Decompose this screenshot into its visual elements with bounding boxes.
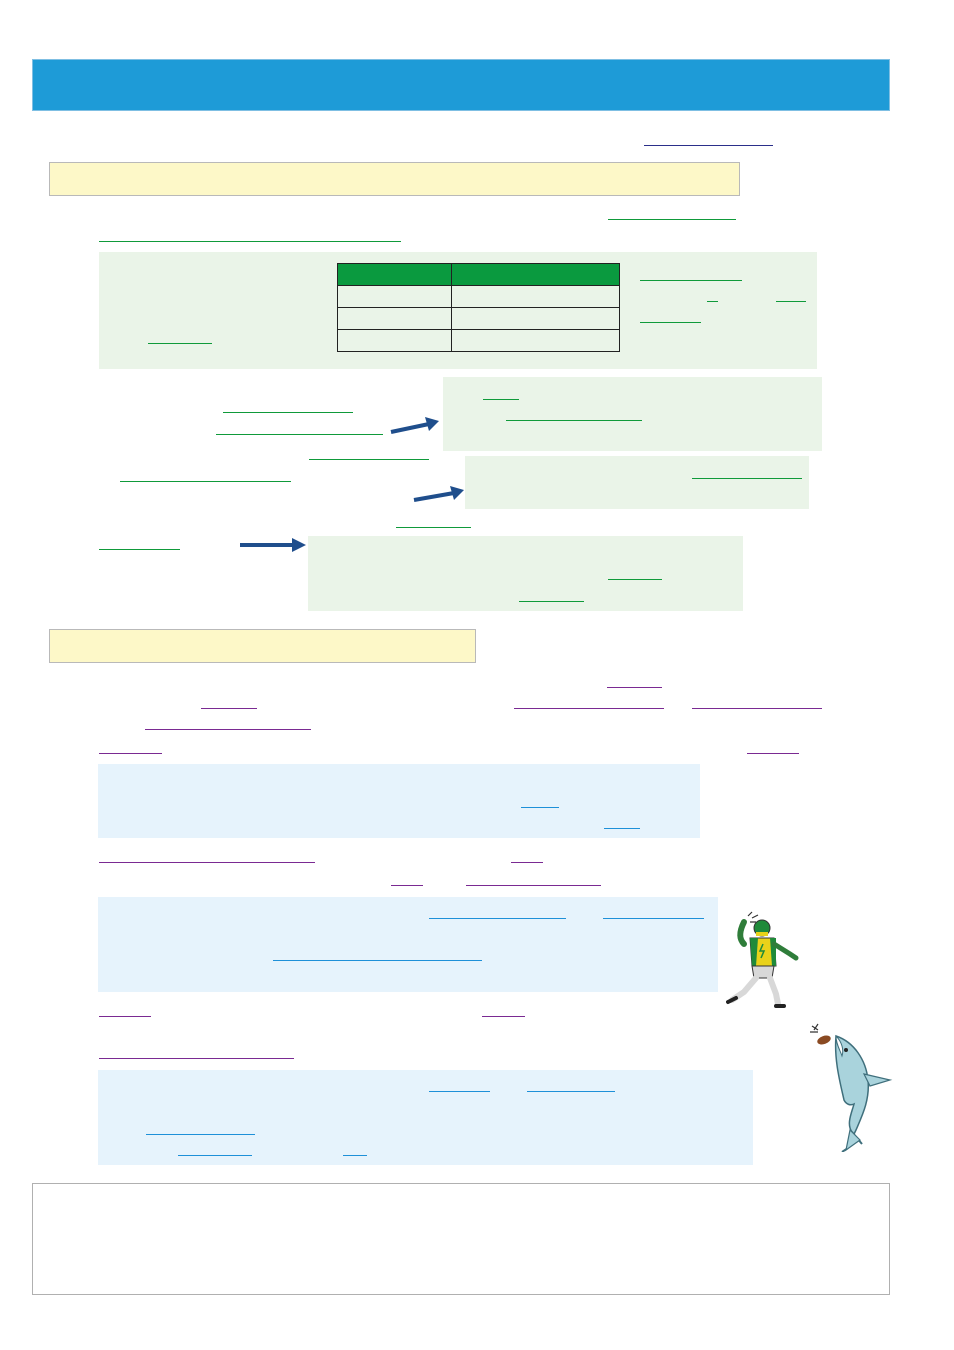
blank-line[interactable]	[692, 478, 802, 479]
blank-line[interactable]	[466, 885, 601, 886]
shark-icon	[810, 1023, 893, 1152]
arrow-right-icon	[240, 538, 306, 552]
blank-line[interactable]	[178, 1155, 252, 1156]
blank-line[interactable]	[99, 753, 162, 754]
header-bar	[32, 59, 890, 111]
blank-line[interactable]	[216, 434, 383, 435]
blank-line[interactable]	[309, 459, 429, 460]
football-player-icon	[726, 911, 799, 1008]
info-box-blue	[98, 897, 718, 992]
blank-line[interactable]	[640, 322, 701, 323]
blank-line[interactable]	[120, 481, 291, 482]
blank-line[interactable]	[482, 1016, 525, 1017]
blank-line[interactable]	[99, 862, 315, 863]
info-box-green	[465, 456, 809, 509]
blank-line[interactable]	[99, 1016, 151, 1017]
blank-line[interactable]	[99, 241, 401, 242]
blank-line[interactable]	[527, 1091, 615, 1092]
table-cell	[451, 329, 620, 352]
table-cell	[451, 307, 620, 330]
blank-line[interactable]	[519, 601, 584, 602]
table-header-cell	[337, 263, 452, 286]
blank-line[interactable]	[608, 579, 662, 580]
table-row	[337, 285, 620, 308]
intro-link[interactable]	[644, 145, 773, 146]
blank-line[interactable]	[148, 343, 212, 344]
blank-line[interactable]	[99, 549, 180, 550]
section-heading-2	[49, 629, 476, 663]
blank-line[interactable]	[506, 420, 642, 421]
blank-line[interactable]	[99, 1058, 294, 1059]
info-box-blue	[98, 764, 700, 838]
blank-line[interactable]	[776, 301, 806, 302]
blank-line[interactable]	[608, 219, 736, 220]
table-header-cell	[451, 263, 620, 286]
arrow-right-icon	[413, 486, 464, 502]
info-box-blue	[98, 1070, 753, 1165]
blank-line[interactable]	[603, 918, 704, 919]
blank-line[interactable]	[145, 729, 311, 730]
info-box-green	[308, 536, 743, 611]
table-cell	[337, 329, 452, 352]
blank-line[interactable]	[521, 807, 559, 808]
blank-line[interactable]	[429, 1091, 490, 1092]
blank-line[interactable]	[747, 753, 799, 754]
table-row	[337, 307, 620, 330]
blank-line[interactable]	[514, 708, 664, 709]
blank-line[interactable]	[640, 280, 742, 281]
blank-line[interactable]	[604, 828, 640, 829]
blank-line[interactable]	[483, 399, 519, 400]
info-box-green	[443, 377, 822, 451]
table-row	[337, 329, 620, 352]
blank-line[interactable]	[429, 918, 566, 919]
arrow-right-icon	[390, 417, 439, 434]
blank-line[interactable]	[223, 412, 353, 413]
blank-line[interactable]	[273, 960, 482, 961]
blank-line[interactable]	[607, 687, 662, 688]
blank-line[interactable]	[343, 1155, 367, 1156]
footer-box	[32, 1183, 890, 1295]
blank-line[interactable]	[707, 301, 718, 302]
blank-line[interactable]	[396, 527, 471, 528]
section-heading-1	[49, 162, 740, 196]
blank-line[interactable]	[146, 1134, 255, 1135]
blank-line[interactable]	[511, 862, 543, 863]
blank-line[interactable]	[692, 708, 822, 709]
table-cell	[337, 285, 452, 308]
table-header-row	[337, 263, 620, 286]
blank-line[interactable]	[391, 885, 423, 886]
table-cell	[337, 307, 452, 330]
blank-line[interactable]	[201, 708, 257, 709]
data-table	[337, 263, 620, 352]
table-cell	[451, 285, 620, 308]
